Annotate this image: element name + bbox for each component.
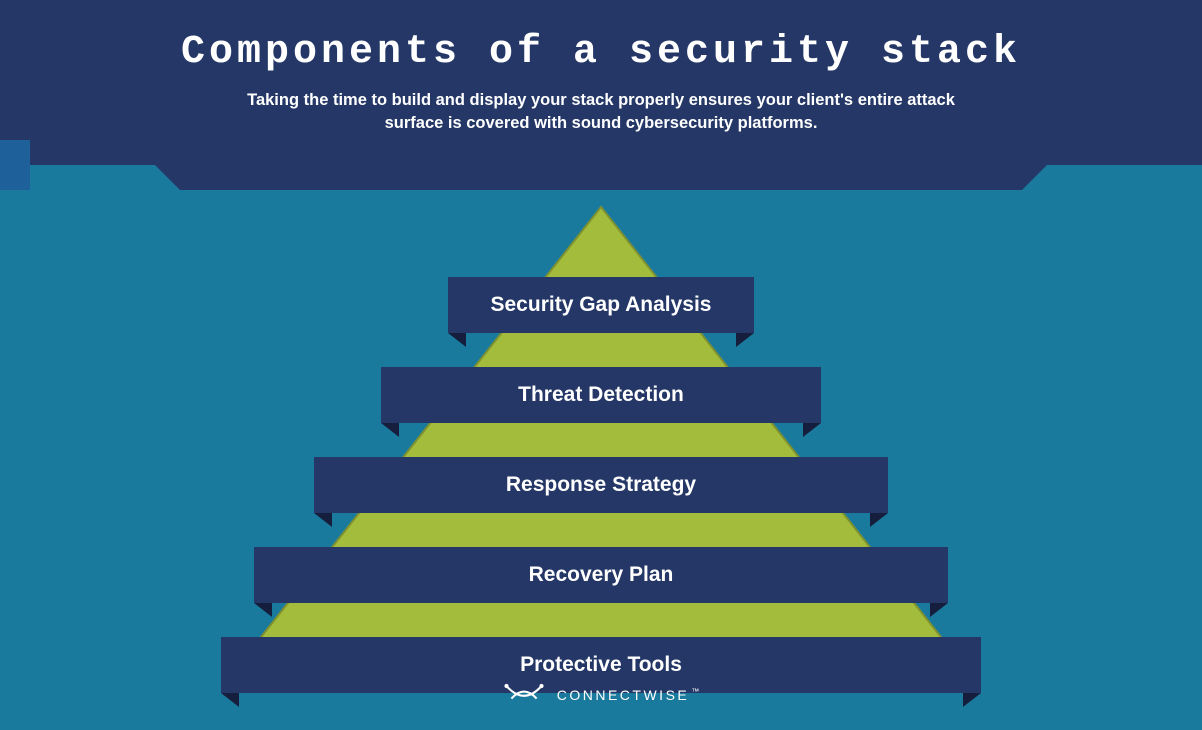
- pyramid-layer-threat-detection: Threat Detection: [381, 367, 821, 423]
- header-ribbon-notch-right: [1022, 165, 1047, 190]
- pyramid-layer-response-strategy: Response Strategy: [314, 457, 888, 513]
- pyramid-layer-label: Threat Detection: [518, 383, 684, 407]
- pyramid-layer-security-gap-analysis: Security Gap Analysis: [448, 277, 754, 333]
- footer-brand-name: CONNECTWISE: [557, 687, 690, 703]
- page-subtitle: Taking the time to build and display you…: [221, 89, 981, 135]
- pyramid-diagram: Security Gap Analysis Threat Detection R…: [0, 205, 1202, 705]
- header-ribbon-notch-left: [155, 165, 180, 190]
- pyramid-layer-label: Security Gap Analysis: [491, 293, 712, 317]
- pyramid-layer-label: Protective Tools: [520, 653, 682, 677]
- page-title: Components of a security stack: [40, 30, 1162, 75]
- pyramid-layer-recovery-plan: Recovery Plan: [254, 547, 948, 603]
- footer-brand-text: CONNECTWISE™: [557, 687, 700, 705]
- connectwise-logo-icon: [503, 679, 545, 712]
- pyramid-layer-label: Response Strategy: [506, 473, 696, 497]
- header-ribbon-extension: [180, 165, 1022, 190]
- header: Components of a security stack Taking th…: [0, 0, 1202, 165]
- pyramid-layer-label: Recovery Plan: [529, 563, 674, 587]
- trademark-symbol: ™: [691, 687, 699, 696]
- header-accent-strip: [0, 140, 30, 190]
- footer-brand: CONNECTWISE™: [0, 679, 1202, 712]
